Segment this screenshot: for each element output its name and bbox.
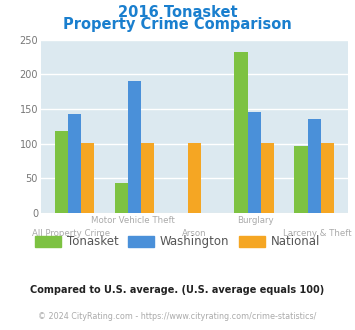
Bar (128, 81, 141, 213)
Text: Motor Vehicle Theft: Motor Vehicle Theft (91, 216, 175, 225)
Bar (235, 52, 248, 213)
Text: Larceny & Theft: Larceny & Theft (283, 229, 351, 238)
Bar (68, 114, 81, 213)
Bar (307, 118, 321, 213)
Text: Compared to U.S. average. (U.S. average equals 100): Compared to U.S. average. (U.S. average … (31, 285, 324, 295)
Bar (55, 131, 68, 213)
Text: Property Crime Comparison: Property Crime Comparison (63, 17, 292, 32)
Bar (294, 146, 307, 213)
Bar (321, 143, 334, 213)
Bar (141, 143, 154, 213)
Text: All Property Crime: All Property Crime (32, 229, 111, 238)
Legend: Tonasket, Washington, National: Tonasket, Washington, National (30, 231, 325, 253)
Bar (248, 112, 261, 213)
Bar (188, 143, 201, 213)
Bar (261, 143, 274, 213)
Bar (81, 143, 94, 213)
Text: Burglary: Burglary (237, 216, 274, 225)
Text: Arson: Arson (182, 229, 207, 238)
Text: 2016 Tonasket: 2016 Tonasket (118, 5, 237, 20)
Text: © 2024 CityRating.com - https://www.cityrating.com/crime-statistics/: © 2024 CityRating.com - https://www.city… (38, 312, 317, 321)
Bar (115, 183, 128, 213)
